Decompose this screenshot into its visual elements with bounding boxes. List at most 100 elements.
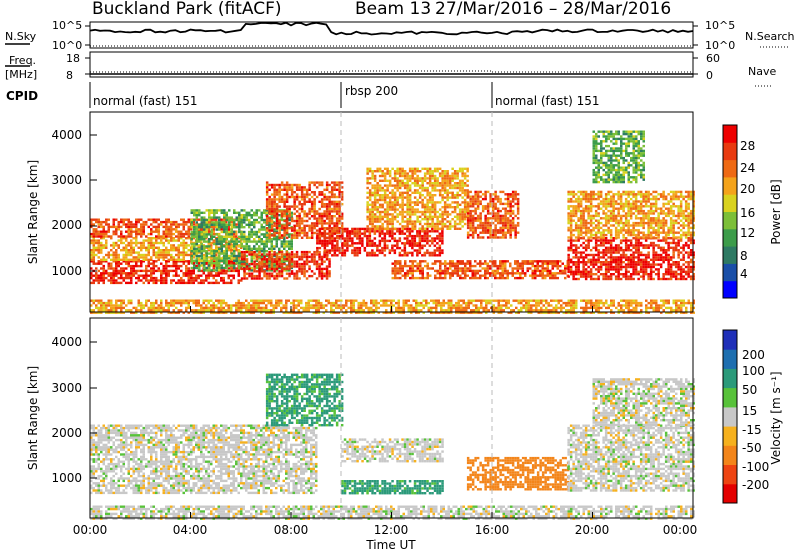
power-cell-10 (612, 249, 615, 252)
power-cell-7 (448, 186, 452, 190)
power-cell-8 (394, 276, 397, 280)
power-cell-4 (255, 262, 259, 266)
power-cell-3 (205, 209, 208, 212)
power-cell-9 (484, 224, 487, 227)
power-cell-7 (376, 198, 379, 202)
power-cell-0 (137, 264, 140, 268)
power-cell-7 (458, 215, 462, 218)
power-cell-3 (220, 209, 223, 212)
power-cell-10 (627, 244, 630, 247)
power-cell-6 (348, 230, 352, 233)
power-cell-0 (165, 279, 168, 282)
power-cell-6 (346, 242, 349, 245)
power-cell-9 (489, 217, 492, 220)
power-cell-8 (474, 276, 477, 280)
power-cell-5 (325, 188, 329, 191)
power-cell-10 (582, 256, 585, 259)
power-cell-9 (506, 224, 510, 227)
power-cell-0 (197, 276, 200, 280)
power-cell-8 (556, 276, 559, 280)
power-cell-1 (235, 249, 238, 252)
power-cell-10 (627, 277, 630, 281)
power-cell-4 (303, 267, 306, 271)
power-cell-5 (333, 186, 336, 189)
power-cell-2 (165, 218, 168, 221)
power-cell-1 (125, 251, 128, 254)
power-cell-7 (423, 208, 427, 211)
power-cell-7 (398, 174, 402, 178)
power-cell-6 (346, 232, 349, 235)
power-cell-1 (187, 244, 190, 247)
power-cell-3 (240, 218, 243, 222)
power-cell-4 (328, 262, 331, 266)
power-cell-7 (448, 184, 452, 187)
power-cell-10 (584, 273, 588, 276)
power-cell-9 (481, 224, 485, 227)
power-cell-6 (331, 244, 334, 247)
power-cell-10 (624, 237, 628, 240)
power-cell-3 (230, 223, 233, 226)
power-cell-6 (328, 242, 332, 245)
power-cell-7 (421, 206, 424, 209)
power-cell-6 (348, 234, 352, 238)
power-cell-1 (177, 256, 180, 259)
power-cell-5 (320, 222, 324, 225)
power-cell-7 (391, 191, 394, 194)
power-cell-6 (326, 227, 329, 231)
power-cell-7 (401, 198, 404, 202)
power-cell-10 (569, 268, 573, 271)
power-cell-0 (112, 276, 115, 280)
power-cell-10 (592, 265, 595, 269)
power-cell-0 (200, 281, 203, 285)
power-cell-2 (150, 232, 153, 236)
power-cell-7 (368, 182, 372, 185)
power-cell-2 (112, 220, 115, 224)
power-cell-5 (320, 203, 324, 206)
power-cell-5 (270, 219, 274, 223)
power-cell-2 (147, 225, 150, 229)
power-cell-10 (607, 241, 610, 245)
power-cell-10 (614, 256, 618, 259)
power-cell-8 (461, 262, 464, 265)
power-cell-6 (356, 254, 359, 257)
power-cell-4 (298, 262, 301, 266)
power-cell-3 (223, 226, 226, 229)
power-cell-2 (110, 235, 113, 238)
power-cell-7 (408, 170, 412, 173)
power-cell-9 (504, 202, 507, 206)
power-cell-7 (386, 218, 389, 221)
power-cell-9 (509, 205, 512, 208)
power-cell-3 (220, 264, 223, 267)
power-cell-3 (235, 240, 238, 243)
power-cell-8 (514, 260, 517, 263)
power-cell-7 (458, 170, 462, 173)
power-cell-6 (316, 242, 319, 245)
power-cell-8 (439, 267, 442, 270)
power-cell-4 (313, 253, 316, 256)
power-cell-1 (100, 241, 103, 245)
power-cell-2 (140, 223, 143, 226)
power-cell-7 (453, 201, 457, 204)
power-cell-4 (320, 270, 324, 273)
power-cell-3 (233, 264, 236, 267)
power-cell-5 (288, 210, 291, 213)
power-cell-5 (335, 222, 339, 225)
power-cell-10 (577, 270, 580, 273)
power-cell-2 (142, 228, 145, 231)
power-cell-10 (632, 261, 635, 264)
power-cell-4 (280, 270, 284, 273)
power-cell-6 (388, 239, 392, 243)
power-cell-1 (160, 241, 163, 245)
power-cell-8 (501, 274, 504, 277)
power-cell-4 (265, 265, 269, 268)
power-cell-8 (526, 262, 529, 265)
power-cell-8 (539, 260, 542, 263)
power-cell-3 (233, 259, 236, 262)
power-cell-3 (268, 221, 271, 224)
power-cell-5 (330, 227, 334, 230)
power-cell-7 (421, 203, 424, 206)
power-cell-7 (366, 182, 369, 185)
power-cell-1 (142, 241, 145, 245)
power-cell-1 (155, 241, 158, 245)
power-cell-5 (295, 198, 299, 201)
